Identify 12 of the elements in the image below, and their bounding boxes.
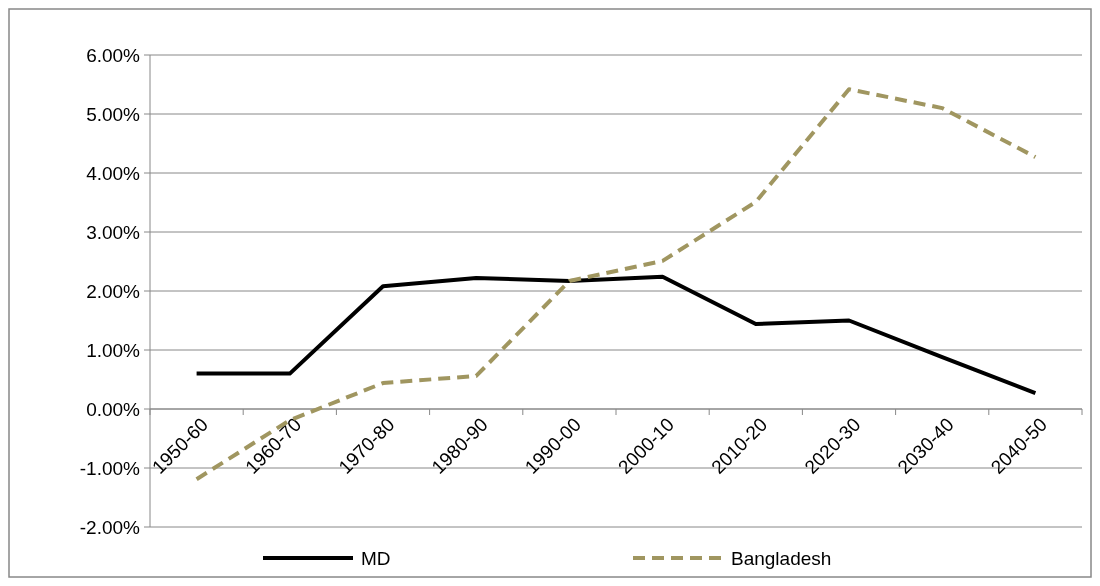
legend-label: Bangladesh [731, 547, 832, 569]
y-tick-label: -2.00% [79, 516, 141, 538]
y-tick-label: 3.00% [86, 221, 141, 243]
y-tick-label: -1.00% [79, 457, 141, 479]
y-tick-label: 2.00% [86, 280, 141, 302]
line-series [194, 274, 1038, 396]
y-tick-label: 4.00% [86, 162, 141, 184]
legend-label: MD [361, 547, 391, 569]
y-tick-label: 6.00% [86, 44, 141, 66]
y-tick-label: 5.00% [86, 103, 141, 125]
y-tick-label: 0.00% [86, 398, 141, 420]
y-tick-label: 1.00% [86, 339, 141, 361]
